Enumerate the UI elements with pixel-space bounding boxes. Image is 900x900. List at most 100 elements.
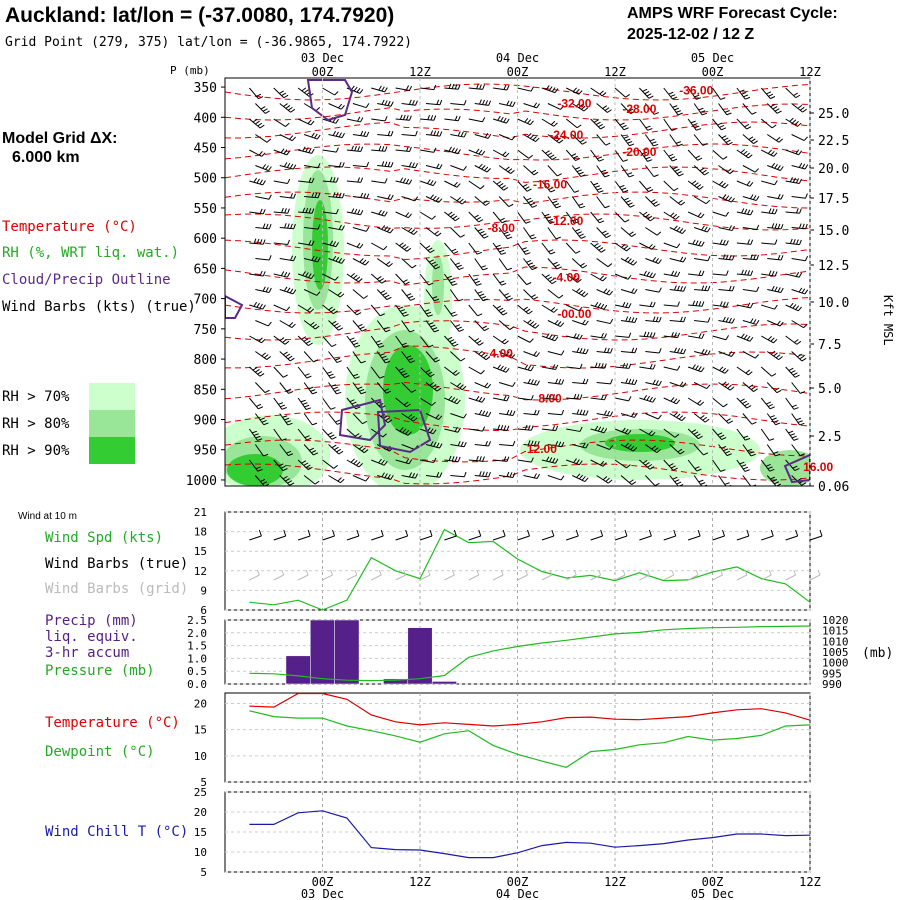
wind-barb: [766, 134, 784, 143]
wind-barb-feather: [259, 208, 263, 214]
wind-barb-feather: [622, 301, 626, 307]
wind-barb-feather: [547, 218, 554, 222]
wind-barb-feather: [704, 349, 708, 355]
wind-barb-feather: [574, 277, 580, 281]
wind-barb: [517, 86, 534, 92]
wind-barb: [493, 84, 510, 91]
wind-barb-staff: [663, 118, 673, 131]
wind-barb-feather: [645, 213, 650, 218]
wind-barb-staff: [517, 180, 528, 192]
wind-barb-feather: [560, 475, 565, 481]
wind-barb-feather: [603, 347, 607, 353]
wind-barb-feather: [627, 258, 632, 263]
wind-barb-feather: [310, 321, 315, 326]
wind-barb: [596, 378, 613, 385]
wind-barb: [273, 118, 290, 127]
wind-barb-feather: [700, 213, 705, 219]
wind-barb: [541, 180, 556, 193]
wind-barb-staff: [425, 103, 440, 106]
wind-barb: [450, 441, 467, 448]
wind-barb-feather: [705, 199, 711, 205]
wind-barb-staff: [718, 351, 732, 357]
wind-barb-feather: [795, 305, 800, 310]
wind-barb: [816, 352, 830, 362]
wind-barb-feather: [585, 410, 589, 416]
wind-barb-feather: [698, 333, 702, 339]
wind-barb-staff: [742, 289, 757, 292]
wind-barb-feather: [258, 151, 263, 156]
wind-barb-staff: [279, 444, 289, 456]
wind-barb-feather: [634, 379, 638, 385]
wind-barb-feather: [740, 149, 745, 154]
wind-barb-feather: [624, 256, 630, 262]
wind-barb: [346, 273, 363, 283]
wind-barb-staff: [273, 273, 288, 278]
wind-barb-staff: [523, 475, 538, 480]
wind-barb-feather: [268, 194, 272, 200]
wind-barb-feather: [600, 394, 604, 400]
wind-barb-feather: [573, 393, 577, 399]
grid-wind-barb-staff: [517, 574, 528, 581]
wind-barb-feather: [798, 272, 803, 278]
wind-barb-feather: [286, 450, 292, 454]
wind-barb-feather: [282, 415, 288, 418]
wind-barb-staff: [279, 196, 294, 199]
wind-barb-feather: [287, 239, 290, 245]
surface-wind-barb-feather: [648, 529, 652, 537]
wind-barb-feather: [390, 194, 394, 200]
wind-barb-feather: [366, 161, 370, 167]
wind-barb-staff: [273, 87, 285, 99]
wind-barb-feather: [677, 348, 681, 353]
wind-barb-feather: [357, 386, 363, 390]
wind-barb: [249, 208, 266, 215]
wind-barb-feather: [334, 357, 340, 361]
precip-bar: [431, 681, 457, 685]
wind-barb-feather: [332, 177, 336, 183]
wind-barb-feather: [503, 187, 509, 191]
wind-barb-staff: [322, 149, 337, 153]
wind-barb-staff: [297, 304, 311, 313]
wind-barb-feather: [484, 382, 489, 388]
wind-barb-staff: [766, 413, 776, 426]
wind-barb-staff: [297, 87, 310, 97]
precip-panel-ytick-label: 0.5: [187, 665, 207, 678]
wind-barb-staff: [474, 165, 488, 173]
wind-barb-staff: [425, 351, 436, 363]
wind-barb: [645, 475, 660, 486]
wind-barb-feather: [341, 133, 345, 138]
wind-barb-staff: [468, 397, 483, 403]
wind-barb-feather: [402, 279, 408, 283]
wind-barb-staff: [816, 321, 827, 330]
wind-barb-feather: [480, 370, 485, 375]
wind-barb: [596, 444, 614, 450]
wind-barb-feather: [678, 173, 684, 177]
wind-barb-feather: [433, 130, 437, 136]
grid-wind-barb: [785, 569, 797, 581]
wind-barb-feather: [707, 285, 711, 291]
wind-barb-feather: [628, 378, 632, 384]
wind-barb-feather: [457, 149, 461, 154]
wind-barb: [620, 196, 635, 208]
wind-barb-feather: [475, 395, 480, 401]
wind-barb-feather: [610, 348, 613, 354]
wind-barb-feather: [728, 351, 733, 356]
grid-wind-barb-feather: [330, 569, 333, 576]
wind-barb-feather: [750, 138, 756, 143]
wind-barb-feather: [386, 296, 392, 301]
wind-barb: [596, 410, 614, 417]
wind-barb-staff: [614, 87, 626, 98]
wind-barb-feather: [384, 161, 388, 167]
wind-barb-feather: [645, 156, 651, 160]
wind-barb-feather: [778, 138, 784, 143]
wind-barb-feather: [364, 261, 370, 266]
wind-barb-staff: [450, 103, 465, 106]
surface-wind-barb-feather: [819, 529, 823, 537]
surface-wind-barb: [639, 529, 652, 541]
wind-barb-feather: [725, 211, 729, 217]
wind-barb-feather: [630, 445, 635, 450]
wind-barb: [809, 212, 810, 213]
wind-barb-feather: [415, 100, 418, 106]
wind-barb-staff: [596, 444, 610, 450]
wind-barb-feather: [406, 115, 409, 121]
temp-panel-ytick-label: 20: [194, 697, 207, 710]
